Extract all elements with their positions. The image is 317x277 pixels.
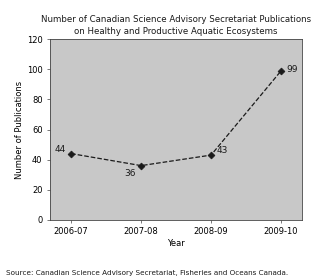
Text: 99: 99 [287, 65, 298, 74]
Text: 43: 43 [217, 146, 228, 155]
X-axis label: Year: Year [167, 239, 185, 248]
Text: 36: 36 [124, 169, 135, 178]
Text: 44: 44 [54, 145, 66, 153]
Y-axis label: Number of Publications: Number of Publications [15, 81, 24, 179]
Title: Number of Canadian Science Advisory Secretariat Publications
on Healthy and Prod: Number of Canadian Science Advisory Secr… [41, 15, 311, 36]
Text: Source: Canadian Science Advisory Secretariat, Fisheries and Oceans Canada.: Source: Canadian Science Advisory Secret… [6, 270, 288, 276]
